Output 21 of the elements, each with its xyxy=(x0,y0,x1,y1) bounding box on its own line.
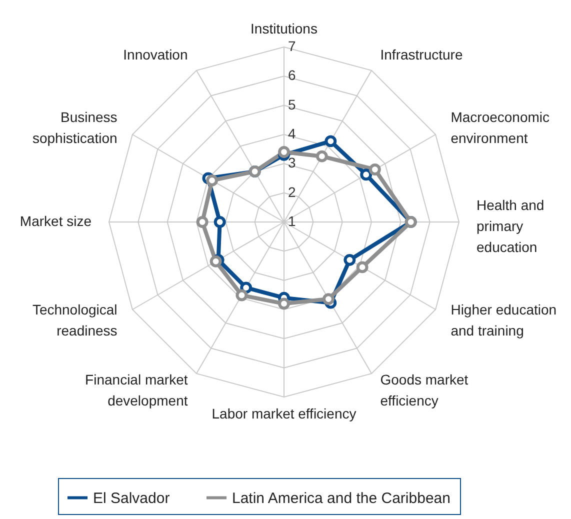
y-tick-label: 6 xyxy=(288,67,296,84)
y-tick-label: 7 xyxy=(288,38,296,54)
spoke-label: Technological readiness xyxy=(32,301,118,338)
spoke-label: Health and primary education xyxy=(476,197,544,255)
spoke-label: Financial market development xyxy=(85,372,188,409)
spoke-label: Infrastructure xyxy=(380,46,463,62)
y-tick-label: 4 xyxy=(288,126,296,142)
spoke-label: Labor market efficiency xyxy=(212,406,356,422)
spoke-label: Market size xyxy=(20,213,92,229)
legend-label: El Salvador xyxy=(93,490,170,507)
spoke-label: Higher education and training xyxy=(450,301,557,338)
spoke-label: Innovation xyxy=(123,46,188,62)
y-tick-label: 3 xyxy=(288,154,296,171)
spoke-label: Goods market efficiency xyxy=(380,372,468,409)
legend-label: Latin America and the Caribbean xyxy=(232,490,450,507)
spoke-label: Macroeconomic environment xyxy=(450,108,550,146)
spoke-label: Business sophistication xyxy=(32,108,118,146)
y-tick-label: 2 xyxy=(288,184,296,200)
y-tick-label: 1 xyxy=(288,213,296,229)
y-tick-label: 5 xyxy=(288,96,296,112)
spoke-label: Institutions xyxy=(250,20,318,36)
